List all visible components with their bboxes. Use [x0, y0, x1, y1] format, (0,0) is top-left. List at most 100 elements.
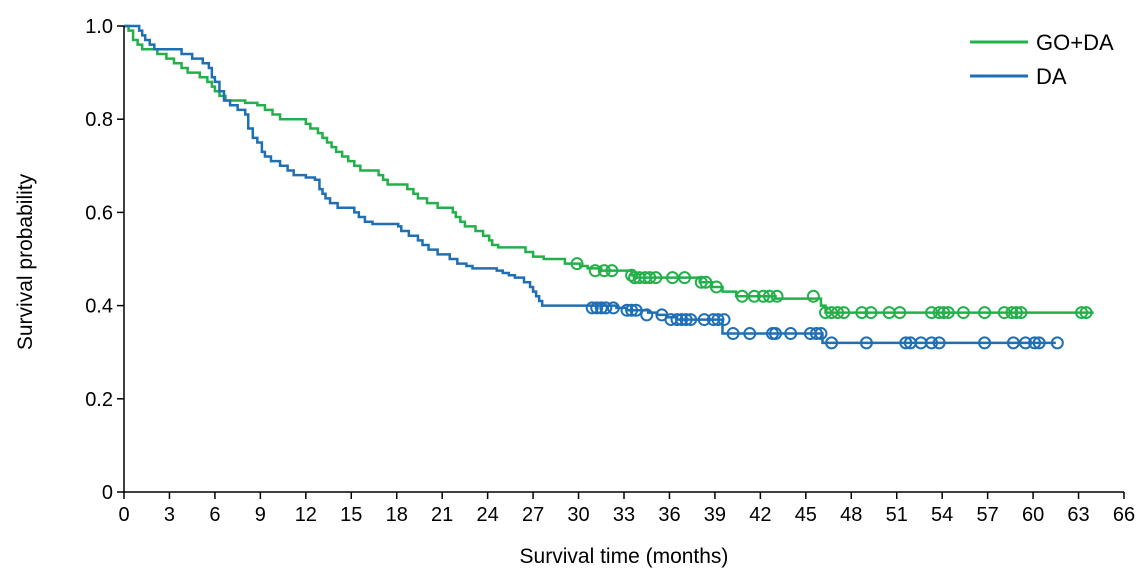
x-tick-label: 21 [431, 504, 453, 526]
censor-mark-go-da [855, 306, 869, 320]
censor-mark-da [629, 303, 643, 317]
censor-mark-da [978, 336, 992, 350]
censor-mark-go-da [597, 264, 611, 278]
censor-mark-go-da [694, 275, 708, 289]
censor-mark-da [925, 336, 939, 350]
censor-mark-go-da [1079, 306, 1093, 320]
censor-mark-da [899, 336, 913, 350]
censor-mark-da [932, 336, 946, 350]
censor-mark-go-da [762, 289, 776, 303]
x-tick-label: 33 [613, 504, 635, 526]
x-tick-label: 42 [749, 504, 771, 526]
censor-mark-da [640, 308, 654, 322]
censor-mark-da [859, 336, 873, 350]
legend-label-go-da: GO+DA [1036, 30, 1114, 55]
censor-mark-da [825, 336, 839, 350]
censor-mark-da [590, 301, 604, 315]
censor-mark-go-da [1009, 306, 1023, 320]
censor-mark-go-da [1075, 306, 1089, 320]
x-tick-label: 57 [977, 504, 999, 526]
censor-mark-da [684, 313, 698, 327]
censor-mark-da [1006, 336, 1020, 350]
y-tick-label: 0.4 [85, 296, 113, 318]
censor-mark-go-da [893, 306, 907, 320]
legend-label-da: DA [1036, 64, 1067, 89]
censor-mark-go-da [925, 306, 939, 320]
censor-mark-da [585, 301, 599, 315]
censor-mark-go-da [1005, 306, 1019, 320]
series-line-da [124, 24, 1056, 345]
x-axis-title: Survival time (months) [520, 545, 729, 568]
censor-mark-go-da [709, 280, 723, 294]
legend: GO+DA DA [970, 30, 1114, 89]
censor-mark-go-da [570, 257, 584, 271]
censor-mark-da [620, 303, 634, 317]
x-tick-label: 24 [477, 504, 499, 526]
censor-mark-da [1028, 336, 1042, 350]
x-tick-label: 15 [340, 504, 362, 526]
y-tick-label: 1.0 [85, 16, 113, 38]
y-ticks: 0 0.2 0.4 0.6 0.8 1.0 [85, 16, 124, 504]
censor-mark-go-da [941, 306, 955, 320]
censor-mark-da [769, 327, 783, 341]
x-tick-label: 0 [118, 504, 129, 526]
censor-mark-da [1019, 336, 1033, 350]
censor-mark-da [1032, 336, 1046, 350]
axes: 0 3 6 9 12 15 18 21 24 27 30 33 36 39 42 45 48 51 54 57 60 63… [85, 16, 1135, 526]
censor-mark-da [1050, 336, 1064, 350]
censor-mark-da [809, 327, 823, 341]
censor-mark-go-da [605, 264, 619, 278]
y-tick-label: 0.6 [85, 202, 113, 224]
censor-mark-go-da [747, 289, 761, 303]
x-tick-label: 6 [209, 504, 220, 526]
censor-mark-go-da [831, 306, 845, 320]
y-tick-label: 0.2 [85, 389, 113, 411]
x-tick-label: 3 [164, 504, 175, 526]
censor-mark-da [743, 327, 757, 341]
censor-mark-go-da [649, 271, 663, 285]
x-tick-label: 48 [840, 504, 862, 526]
censor-mark-da [679, 313, 693, 327]
y-tick-label: 0 [102, 482, 113, 504]
censor-mark-go-da [932, 306, 946, 320]
x-tick-label: 63 [1067, 504, 1089, 526]
x-tick-label: 66 [1113, 504, 1135, 526]
x-tick-label: 18 [386, 504, 408, 526]
x-tick-label: 54 [931, 504, 953, 526]
censor-mark-go-da [956, 306, 970, 320]
censor-mark-da [625, 303, 639, 317]
censor-mark-go-da [735, 289, 749, 303]
censor-mark-go-da [678, 271, 692, 285]
x-tick-label: 36 [658, 504, 680, 526]
censor-mark-da [599, 301, 613, 315]
x-tick-label: 9 [255, 504, 266, 526]
x-tick-label: 60 [1022, 504, 1044, 526]
x-tick-label: 30 [567, 504, 589, 526]
censor-mark-go-da [819, 306, 833, 320]
censor-mark-go-da [978, 306, 992, 320]
censor-mark-go-da [864, 306, 878, 320]
censor-mark-go-da [806, 289, 820, 303]
censor-mark-da [711, 313, 725, 327]
y-axis-title: Survival probability [14, 173, 37, 350]
x-ticks: 0 3 6 9 12 15 18 21 24 27 30 33 36 39 42 45 48 51 54 57 60 63… [118, 492, 1135, 526]
censor-mark-da [717, 313, 731, 327]
censor-mark-go-da [588, 264, 602, 278]
censor-mark-go-da [665, 271, 679, 285]
x-tick-label: 51 [886, 504, 908, 526]
censor-mark-da [726, 327, 740, 341]
censor-mark-go-da [825, 306, 839, 320]
censor-mark-go-da [770, 289, 784, 303]
censor-mark-go-da [699, 275, 713, 289]
censor-mark-go-da [1014, 306, 1028, 320]
censor-mark-go-da [625, 268, 639, 282]
censor-mark-da [670, 313, 684, 327]
censor-mark-go-da [837, 306, 851, 320]
censor-mark-go-da [643, 271, 657, 285]
x-tick-label: 45 [795, 504, 817, 526]
y-tick-label: 0.8 [85, 109, 113, 131]
censor-mark-da [814, 327, 828, 341]
censor-mark-da [594, 301, 608, 315]
x-tick-label: 27 [522, 504, 544, 526]
